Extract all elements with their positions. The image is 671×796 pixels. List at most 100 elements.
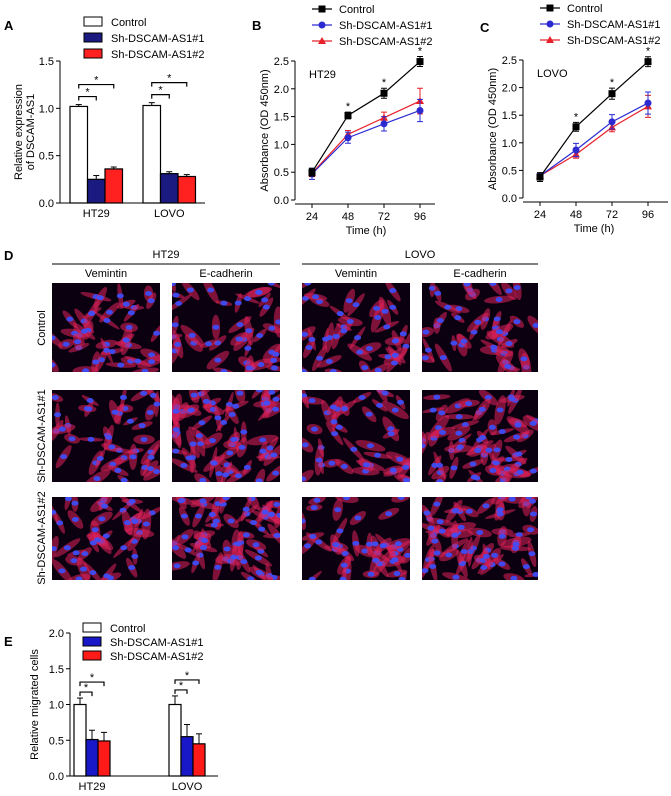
series-line [311,100,421,174]
cell-nucleus [266,445,274,451]
panel-label: E [4,634,13,649]
cell-nucleus [210,460,218,466]
cell-nucleus [80,328,88,334]
panel-label: C [480,20,490,35]
cell-nucleus [325,358,333,364]
cell-nucleus [214,415,222,421]
cell-nucleus [272,396,280,402]
cell-nucleus [520,356,528,362]
cell-nucleus [476,530,484,536]
cell-nucleus [491,552,499,558]
marker-circle [344,134,352,142]
significance-bracket [174,679,200,684]
cell-nucleus [508,396,516,402]
y-tick-label: 1.0 [49,700,64,712]
cell-nucleus [103,347,111,353]
significance-star: * [84,682,89,694]
row-label-sh1: Sh-DSCAM-AS1#1 [36,389,48,483]
cell-nucleus [365,411,373,417]
row-label-sh2: Sh-DSCAM-AS1#2 [36,491,48,585]
cell-nucleus [302,476,307,482]
cell-nucleus [498,533,506,539]
cell-nucleus [474,319,482,325]
cell-nucleus [513,434,521,440]
cell-nucleus [340,406,348,412]
cell-nucleus [212,518,220,524]
y-tick-label: 0.0 [49,771,64,783]
cell-nucleus [514,422,522,428]
x-category-label: HT29 [83,208,110,220]
cell-nucleus [238,444,246,450]
cell-nucleus [54,412,62,418]
cell-nucleus [252,542,260,548]
cell-nucleus [195,433,203,439]
cell-nucleus [258,526,266,532]
cell-nucleus [532,572,538,578]
significance-bracket [151,94,170,99]
cell-nucleus [272,351,280,357]
cell-nucleus [93,476,101,482]
cell-nucleus [222,472,230,478]
cell-nucleus [134,358,142,364]
bar [86,178,106,204]
cell-line-label-ht29: HT29 [153,249,180,261]
cell-nucleus [147,298,155,304]
cell-nucleus [495,297,503,303]
cell-nucleus [434,290,442,296]
y-tick-label: 1.5 [274,112,289,124]
cell-nucleus [172,427,180,433]
cell-nucleus [455,430,463,436]
series-line [539,61,649,178]
cell-nucleus [215,471,223,477]
marker-square [546,4,554,12]
cell-nucleus [101,503,109,509]
cell-nucleus [429,407,437,413]
cell-nucleus [180,463,188,469]
cell-nucleus [192,560,200,566]
cell-nucleus [210,522,218,528]
cell-nucleus [234,541,242,547]
cell-nucleus [230,437,238,443]
micrograph-cells [302,283,410,372]
cell-nucleus [272,470,280,476]
cell-nucleus [85,406,93,412]
cell-nucleus [172,545,180,551]
marker-square [608,90,616,98]
cell-nucleus [73,339,81,345]
cell-nucleus [335,424,343,430]
cell-line-label-lovo: LOVO [405,249,436,261]
cell-nucleus [105,434,113,440]
cell-nucleus [423,510,431,516]
cell-nucleus [431,538,439,544]
cell-nucleus [389,304,397,310]
y-axis-label: Absorbance (OD 450nm) [259,69,271,191]
y-tick-label: 1.5 [39,56,54,68]
cell-nucleus [120,545,128,551]
x-tick-label: 24 [534,209,546,221]
cell-nucleus [385,511,393,517]
cell-nucleus [220,419,228,425]
cell-nucleus [422,329,430,335]
series-line [539,105,649,177]
cell-nucleus [387,431,395,437]
cell-nucleus [91,527,99,533]
cell-nucleus [389,288,397,294]
marker-circle [318,21,326,29]
legend-swatch [83,32,103,43]
cell-nucleus [71,500,79,506]
y-tick-label: 2.0 [274,84,289,96]
cell-nucleus [80,566,88,572]
cell-nucleus [108,349,116,355]
micrograph-cells [302,497,410,580]
significance-star: * [646,46,651,58]
cell-nucleus [331,431,339,437]
cell-nucleus [376,402,384,408]
bar [142,104,162,204]
legend-label: Sh-DSCAM-AS1#1 [567,19,661,31]
cell-nucleus [496,511,504,517]
cell-nucleus [250,520,258,526]
cell-nucleus [436,519,444,525]
legend-swatch [83,48,103,59]
cell-nucleus [259,448,267,454]
cell-nucleus [87,436,95,442]
